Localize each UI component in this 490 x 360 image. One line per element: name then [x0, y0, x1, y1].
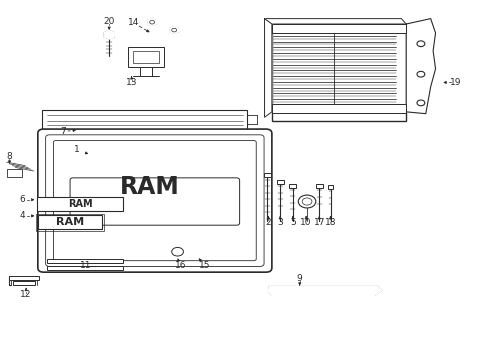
Text: RAM: RAM	[56, 217, 84, 227]
FancyBboxPatch shape	[46, 135, 264, 266]
Bar	[277, 180, 284, 184]
Circle shape	[302, 198, 312, 205]
Text: 19: 19	[450, 78, 462, 87]
Text: RAM: RAM	[120, 175, 180, 199]
Bar	[42, 110, 247, 130]
Text: 12: 12	[21, 290, 32, 299]
Text: 7: 7	[60, 127, 66, 136]
Bar	[272, 24, 406, 33]
Text: 4: 4	[20, 211, 25, 220]
Text: 6: 6	[20, 195, 25, 204]
Circle shape	[150, 21, 155, 24]
Bar	[37, 197, 123, 211]
Text: 17: 17	[314, 218, 325, 227]
Bar	[328, 185, 333, 189]
Polygon shape	[265, 19, 272, 117]
Bar	[6, 169, 22, 177]
Bar	[316, 184, 323, 188]
Polygon shape	[265, 19, 406, 24]
Bar	[47, 259, 123, 263]
Bar	[38, 215, 102, 229]
Text: 10: 10	[300, 218, 312, 227]
Bar	[47, 266, 123, 270]
Circle shape	[172, 247, 183, 256]
Text: 13: 13	[126, 78, 137, 87]
Text: 18: 18	[325, 218, 336, 227]
Bar	[9, 276, 39, 280]
Bar	[290, 184, 296, 188]
Text: 20: 20	[103, 17, 115, 26]
Text: RAM: RAM	[68, 199, 93, 209]
Bar	[128, 47, 164, 67]
Text: 16: 16	[175, 261, 186, 270]
Circle shape	[417, 71, 425, 77]
Bar	[264, 173, 271, 177]
FancyBboxPatch shape	[38, 129, 272, 272]
Text: 2: 2	[266, 218, 271, 227]
Text: 9: 9	[297, 274, 303, 283]
Bar	[36, 214, 104, 231]
Text: 11: 11	[80, 261, 92, 270]
Text: 5: 5	[290, 218, 296, 227]
FancyBboxPatch shape	[53, 140, 256, 261]
Circle shape	[417, 41, 425, 46]
Text: 14: 14	[128, 18, 139, 27]
Bar	[133, 51, 159, 63]
Bar	[272, 104, 406, 113]
Polygon shape	[269, 286, 382, 296]
Polygon shape	[406, 19, 436, 114]
Text: 3: 3	[277, 218, 283, 227]
Polygon shape	[148, 19, 156, 26]
Text: 1: 1	[74, 145, 79, 154]
Text: 15: 15	[199, 261, 211, 270]
Text: 8: 8	[6, 152, 12, 161]
Circle shape	[417, 100, 425, 106]
Bar	[272, 24, 406, 121]
Bar	[13, 281, 35, 285]
Circle shape	[172, 28, 176, 32]
Circle shape	[298, 195, 316, 208]
Polygon shape	[104, 31, 114, 39]
Polygon shape	[170, 27, 178, 34]
